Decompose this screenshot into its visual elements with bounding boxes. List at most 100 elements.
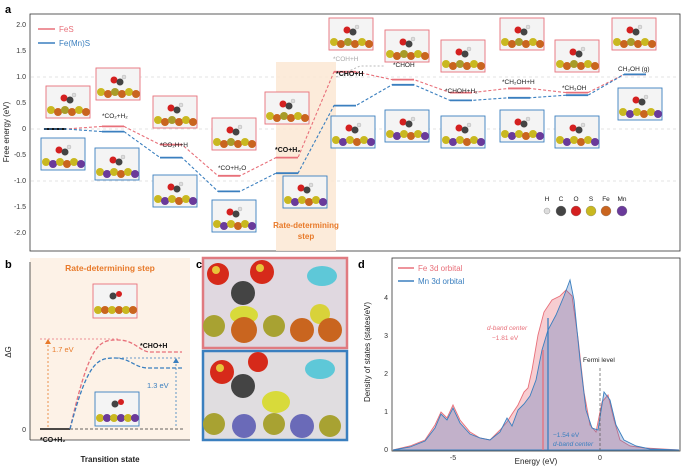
- element-swatch: [543, 207, 551, 215]
- atom: [400, 130, 408, 138]
- atom: [477, 62, 485, 70]
- state-label: *CHOH+H₂: [445, 88, 478, 95]
- atom: [640, 110, 648, 118]
- atom: [178, 102, 184, 108]
- atom: [354, 24, 360, 30]
- element-label: Fe: [602, 196, 610, 203]
- atom: [461, 50, 469, 58]
- atom: [337, 40, 345, 48]
- atom: [60, 94, 68, 102]
- atom: [178, 181, 184, 187]
- atom: [515, 130, 523, 138]
- atom: [63, 160, 71, 168]
- atom: [232, 210, 240, 218]
- atom: [449, 62, 457, 70]
- atom: [115, 306, 123, 314]
- atom: [279, 100, 287, 108]
- atom: [232, 128, 240, 136]
- panel-b-label: b: [5, 259, 12, 271]
- atom: [536, 132, 544, 140]
- atom: [421, 132, 429, 140]
- atom: [234, 222, 242, 230]
- atom: [637, 24, 643, 30]
- atom: [120, 154, 126, 160]
- panel-d-xlabel: Energy (eV): [515, 457, 558, 466]
- ytick: 1.0: [16, 74, 26, 81]
- mn-dos-area: [392, 278, 680, 451]
- atom: [421, 52, 429, 60]
- atom: [626, 26, 634, 34]
- atom: [227, 220, 235, 228]
- atom: [226, 208, 234, 216]
- coh-path: [335, 65, 385, 78]
- atom: [305, 198, 313, 206]
- atom: [77, 160, 85, 168]
- panel-a-ylabel: Free energy (eV): [2, 101, 11, 162]
- atom: [613, 38, 621, 46]
- atom: [620, 40, 628, 48]
- xtick: -5: [450, 455, 456, 462]
- atom: [626, 110, 634, 118]
- atom: [110, 414, 118, 422]
- atom: [514, 26, 522, 34]
- atom: [124, 168, 132, 176]
- atom: [455, 48, 463, 56]
- atom: [351, 40, 359, 48]
- atom: [319, 198, 327, 206]
- atom: [280, 112, 288, 120]
- atom: [353, 138, 361, 146]
- atom: [47, 106, 55, 114]
- atom: [556, 136, 564, 144]
- rds-label-2: step: [298, 232, 315, 241]
- ytick: -0.5: [14, 152, 26, 159]
- rds-label-1: Rate-determining: [273, 221, 339, 230]
- atom: [273, 114, 281, 122]
- atom: [563, 138, 571, 146]
- atom: [161, 118, 169, 126]
- element-swatch: [616, 205, 628, 217]
- atom: [182, 116, 190, 124]
- atom: [569, 48, 577, 56]
- atom: [367, 138, 375, 146]
- atom: [654, 110, 662, 118]
- atom: [66, 144, 72, 150]
- atom: [399, 118, 407, 126]
- atom: [116, 78, 124, 86]
- atom: [346, 136, 354, 144]
- atom: [154, 116, 162, 124]
- atom: [298, 196, 306, 204]
- atom: [591, 62, 599, 70]
- atom: [237, 124, 243, 130]
- atom: [116, 291, 122, 297]
- atom: [234, 140, 242, 148]
- atom: [501, 38, 509, 46]
- element-swatch: [585, 205, 597, 217]
- atom: [470, 136, 478, 144]
- atom: [461, 126, 469, 134]
- atom: [522, 40, 530, 48]
- atom: [118, 90, 126, 98]
- atom: [42, 158, 50, 166]
- atom: [132, 90, 140, 98]
- panel-b-title: Rate-determining step: [65, 263, 155, 273]
- atom: [82, 108, 90, 116]
- atom: [248, 222, 256, 230]
- atom: [339, 138, 347, 146]
- mn-dband-label-1: −1.54 eV: [553, 432, 580, 439]
- atom: [189, 118, 197, 126]
- atom: [648, 40, 656, 48]
- ytick: 1.5: [16, 48, 26, 55]
- atom: [570, 136, 578, 144]
- panel-b-xlabel: Transition state: [80, 455, 140, 464]
- atom: [111, 400, 119, 408]
- atom: [515, 38, 523, 46]
- atom: [449, 138, 457, 146]
- atom: [237, 206, 243, 212]
- atom: [175, 197, 183, 205]
- atom: [121, 74, 127, 80]
- panel-a-label: a: [5, 4, 12, 16]
- atom: [108, 306, 116, 314]
- atom: [463, 62, 471, 70]
- atom: [456, 136, 464, 144]
- atom: [96, 414, 104, 422]
